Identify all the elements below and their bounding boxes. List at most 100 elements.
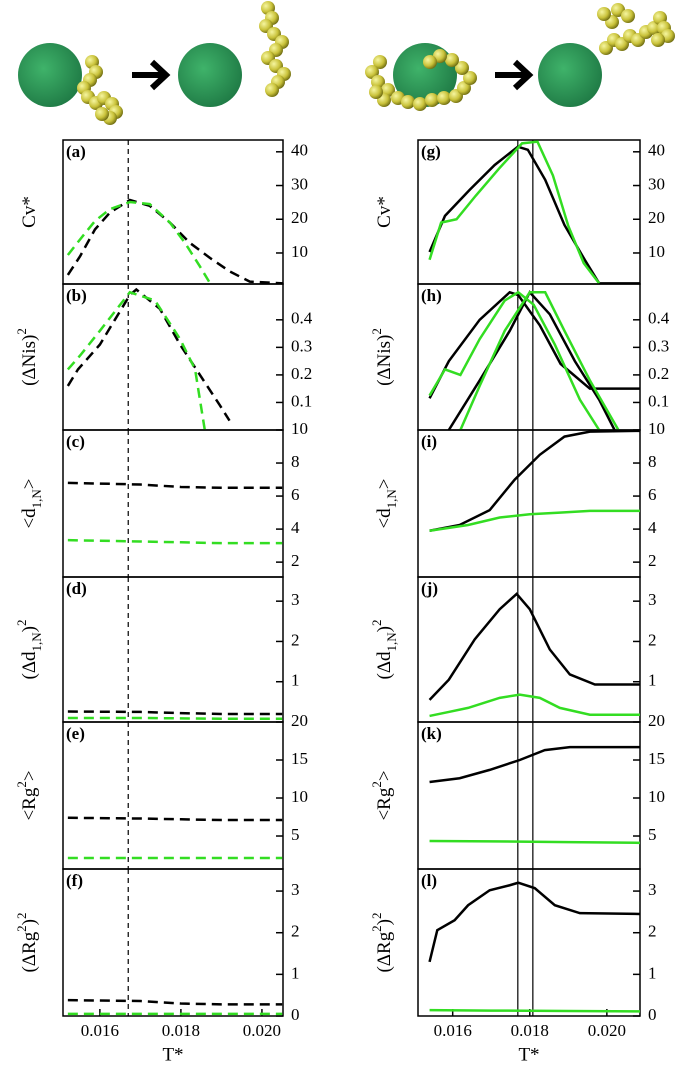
- y-tick-label: 10: [291, 419, 308, 438]
- y-tick-label: 1: [648, 963, 657, 982]
- data-line: [67, 481, 283, 490]
- data-line: [429, 839, 640, 845]
- plot-frame: [417, 139, 641, 285]
- sphere: [538, 43, 602, 107]
- sphere: [18, 43, 82, 107]
- x-tick-label: 0.018: [511, 1021, 549, 1040]
- panel: (c) 2 4 6 8 10 <d1,N>: [19, 419, 308, 578]
- y-tick-label: 2: [648, 551, 657, 570]
- y-tick-label: 20: [291, 711, 308, 730]
- data-line: [428, 290, 640, 399]
- plot-frame: [417, 868, 641, 1017]
- arrow: [495, 59, 534, 91]
- y-tick-label: 0.2: [291, 364, 312, 383]
- y-label-part: 2: [369, 328, 384, 335]
- bead: [651, 33, 665, 47]
- data-line: [429, 430, 640, 532]
- bead: [369, 85, 383, 99]
- bead: [95, 107, 109, 121]
- panel-label: (g): [421, 142, 441, 161]
- bead: [437, 91, 451, 105]
- bead: [265, 83, 279, 97]
- panel: (b) 0.1 0.2 0.3 0.4 (ΔNis)2: [14, 283, 313, 431]
- y-tick-label: 5: [648, 825, 657, 844]
- bead: [445, 53, 459, 67]
- y-tick-label: 30: [291, 174, 308, 193]
- y-tick-label: 4: [648, 518, 657, 537]
- y-tick-label: 1: [648, 671, 657, 690]
- y-tick-label: 2: [291, 922, 300, 941]
- data-line: [67, 998, 283, 1006]
- bead: [463, 71, 477, 85]
- y-label-part: 1,N: [384, 632, 399, 652]
- data-line: [429, 693, 640, 718]
- plot-area: [67, 430, 283, 577]
- panel-label: (f): [66, 871, 83, 890]
- data-line: [429, 509, 640, 532]
- y-tick-label: 10: [291, 787, 308, 806]
- y-label-part: 2: [369, 781, 384, 788]
- y-axis-label: Cv*: [19, 196, 40, 228]
- panel: (e) 5 10 15 20 <Rg2>: [14, 711, 308, 870]
- plot-area: [428, 869, 640, 1016]
- plot-frame: [417, 721, 641, 870]
- panel-label: (e): [66, 724, 85, 743]
- y-tick-label: 15: [291, 749, 308, 768]
- y-axis-label: (Δd1,N)2: [369, 619, 399, 679]
- panel-label: (d): [66, 579, 87, 598]
- y-label-part: ): [19, 626, 40, 632]
- y-label-part: <Rg: [19, 787, 40, 820]
- y-label-part: >: [19, 770, 40, 781]
- x-tick-label: 0.016: [81, 1021, 119, 1040]
- data-line: [66, 287, 231, 422]
- plot-frame: [62, 429, 284, 578]
- panel: (j)123(Δd1,N)2: [369, 576, 657, 723]
- y-tick-label: 0: [648, 1005, 657, 1024]
- y-tick-label: 2: [648, 922, 657, 941]
- plot-frame: [62, 576, 284, 723]
- y-axis-label: <Rg2>: [369, 770, 395, 820]
- bead: [621, 9, 635, 23]
- y-tick-label: 2: [291, 551, 300, 570]
- y-label-part: (ΔNis): [374, 335, 395, 386]
- y-tick-label: 8: [648, 452, 657, 471]
- plot-area: [66, 140, 283, 284]
- y-label-part: 2: [14, 912, 29, 919]
- plot-area: [429, 430, 640, 577]
- panel-label: (l): [421, 871, 437, 890]
- y-axis-label: <d1,N>: [374, 478, 399, 528]
- y-label-part: <d: [374, 508, 395, 529]
- x-tick-label: 0.020: [588, 1021, 626, 1040]
- y-tick-label: 0.3: [291, 336, 312, 355]
- panel: (k) 5 10 15 20 <Rg2>: [369, 711, 665, 870]
- data-line: [67, 716, 283, 721]
- y-tick-label: 10: [648, 419, 665, 438]
- y-label-part: >: [374, 478, 395, 489]
- y-label-part: >: [374, 770, 395, 781]
- y-label-part: (ΔNis): [19, 335, 40, 386]
- y-axis-label: <Rg2>: [14, 770, 40, 820]
- y-tick-label: 30: [648, 174, 665, 193]
- y-tick-label: 0: [291, 1005, 300, 1024]
- y-label-part: >: [19, 478, 40, 489]
- y-axis-label: Cv*: [374, 196, 395, 228]
- panel-label: (k): [421, 724, 442, 743]
- y-label-part: (ΔRg: [19, 931, 40, 972]
- y-tick-label: 2: [648, 630, 657, 649]
- y-tick-label: 6: [648, 485, 657, 504]
- y-tick-label: 6: [291, 485, 300, 504]
- bead: [425, 93, 439, 107]
- y-tick-label: 0.4: [648, 309, 670, 328]
- bead: [597, 7, 611, 21]
- data-line: [429, 745, 640, 784]
- panel: (h) 0.1 0.2 0.3 0.4 (ΔNis)2: [369, 283, 670, 431]
- panel: (d)123(Δd1,N)2: [14, 576, 300, 723]
- data-line: [428, 145, 640, 284]
- y-tick-label: 3: [291, 880, 300, 899]
- data-line: [428, 290, 601, 430]
- x-axis-label: T*: [162, 1044, 183, 1065]
- panel: (g) 10 20 30 40 Cv*: [374, 139, 665, 285]
- panel-label: (c): [66, 432, 85, 451]
